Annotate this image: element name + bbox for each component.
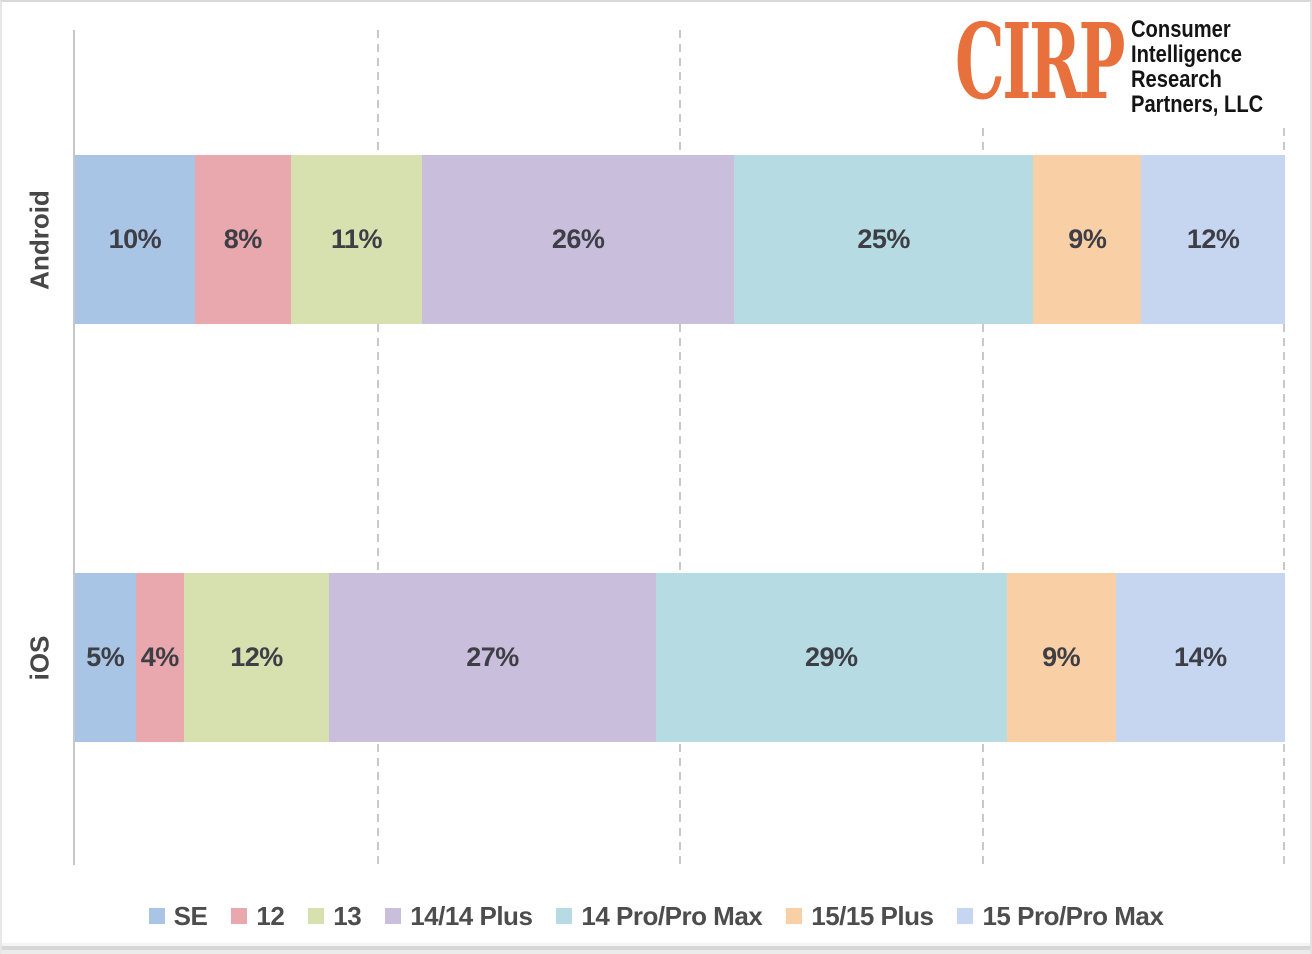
bar-ios: 5% 4% 12% 27% 29% 9% 14% <box>75 573 1286 742</box>
cirp-logo-mark-box: CIRP <box>955 10 1125 114</box>
segment-value-label: 5% <box>86 642 125 672</box>
cirp-logo-text: CIRP <box>954 0 1125 123</box>
segment-value-label: 14% <box>1174 642 1227 672</box>
gridline-25 <box>376 30 379 865</box>
segment-value-label: 29% <box>804 642 858 672</box>
legend-swatch-15-15-plus <box>786 908 803 924</box>
segment-ios-15-15-plus: 9% <box>1006 573 1116 742</box>
legend-swatch-13 <box>308 908 325 924</box>
cirp-logo-name-line: Research <box>1130 66 1222 93</box>
segment-android-15-pro-pro-max: 12% <box>1141 155 1285 324</box>
segment-ios-13: 12% <box>183 573 330 742</box>
segment-ios-14-pro-pro-max: 29% <box>655 573 1007 742</box>
cirp-logo: CIRP Consumer Intelligence Research Part… <box>946 6 1292 123</box>
segment-android-13: 11% <box>290 155 423 324</box>
legend-item-12: 12 <box>231 900 285 932</box>
legend-swatch-12 <box>231 908 248 924</box>
segment-android-12: 8% <box>194 155 291 324</box>
legend-item-14-14-plus: 14/14 Plus <box>385 900 533 932</box>
segment-ios-15-pro-pro-max: 14% <box>1115 573 1286 742</box>
legend-swatch-14-14-plus <box>385 908 402 924</box>
cirp-logo-name-line: Partners, LLC <box>1130 91 1263 118</box>
segment-android-15-15-plus: 9% <box>1033 155 1142 324</box>
legend-swatch-se <box>148 908 165 924</box>
gridline-50 <box>679 30 681 865</box>
segment-android-se: 10% <box>75 155 195 324</box>
legend-label: 14/14 Plus <box>410 900 533 931</box>
cirp-logo-name-line: Consumer <box>1130 16 1231 43</box>
cirp-logo-name-line: Intelligence <box>1130 41 1242 68</box>
axis-label-ios: iOS <box>24 635 55 680</box>
segment-android-14-pro-pro-max: 25% <box>733 155 1034 324</box>
segment-value-label: 11% <box>331 224 383 254</box>
segment-value-label: 12% <box>1186 224 1240 254</box>
legend: SE 12 13 14/14 Plus 14 Pro/Pro Max 15/15 Plus… <box>2 894 1310 938</box>
gridline-75 <box>981 30 984 865</box>
legend-item-13: 13 <box>308 900 362 932</box>
y-axis-line <box>73 30 75 865</box>
legend-label: 15 Pro/Pro Max <box>982 900 1164 931</box>
segment-value-label: 9% <box>1068 224 1107 254</box>
segment-value-label: 8% <box>223 224 263 254</box>
segment-android-14-14-plus: 26% <box>422 155 734 324</box>
bottom-edge-strip <box>2 943 1310 954</box>
segment-value-label: 26% <box>551 224 605 254</box>
legend-item-14-pro-pro-max: 14 Pro/Pro Max <box>556 900 763 932</box>
segment-value-label: 27% <box>466 642 519 672</box>
legend-label: 14 Pro/Pro Max <box>581 900 763 931</box>
segment-ios-12: 4% <box>135 573 184 742</box>
legend-swatch-14-pro-pro-max <box>556 908 573 924</box>
legend-swatch-15-pro-pro-max <box>957 908 974 924</box>
segment-value-label: 10% <box>108 224 162 254</box>
legend-label: 15/15 Plus <box>811 900 934 931</box>
segment-value-label: 9% <box>1042 642 1081 672</box>
legend-item-15-15-plus: 15/15 Plus <box>786 900 934 932</box>
legend-item-15-pro-pro-max: 15 Pro/Pro Max <box>957 900 1164 932</box>
cirp-logo-name: Consumer Intelligence Research Partners,… <box>1131 12 1288 117</box>
legend-label: SE <box>173 900 208 931</box>
segment-ios-se: 5% <box>75 573 136 742</box>
legend-label: 13 <box>333 900 362 931</box>
axis-label-android: Android <box>24 189 55 290</box>
legend-label: 12 <box>256 900 285 931</box>
segment-value-label: 12% <box>230 642 283 672</box>
segment-ios-14-14-plus: 27% <box>329 573 656 742</box>
gridline-100 <box>1283 30 1285 865</box>
segment-value-label: 25% <box>857 224 910 254</box>
segment-value-label: 4% <box>140 642 180 672</box>
bar-android: 10% 8% 11% 26% 25% 9% 12% <box>75 155 1285 324</box>
plot-area: 10% 8% 11% 26% 25% 9% 12% Android 5% 4% 12% 27% 29% 9… <box>25 30 1286 865</box>
legend-item-se: SE <box>148 900 208 932</box>
